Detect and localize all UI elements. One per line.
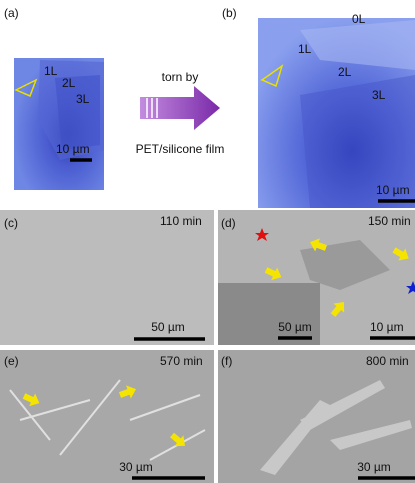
layer-label: 3L (372, 88, 386, 102)
scale-label: 10 µm (56, 142, 90, 156)
time-label: 150 min (368, 214, 411, 228)
scale-label: 30 µm (357, 460, 391, 474)
process-top: torn by (162, 70, 199, 84)
time-label: 110 min (160, 214, 202, 228)
layer-label: 3L (76, 92, 90, 106)
layer-label: 2L (338, 65, 352, 79)
inset (218, 283, 320, 345)
panel-label: (e) (4, 354, 19, 368)
figure: (a) 1L 2L 3L 10 µm torn by PET/silicone … (0, 0, 415, 483)
panel-label: (d) (221, 216, 236, 230)
scale-label: 10 µm (376, 183, 410, 197)
process-bottom: PET/silicone film (136, 142, 225, 156)
layer-label: 1L (44, 64, 58, 78)
scale-label: 50 µm (151, 320, 185, 334)
panel-label: (a) (4, 6, 19, 20)
layer-label: 2L (62, 76, 76, 90)
micrograph-a (14, 58, 104, 190)
scale-label: 50 µm (278, 320, 312, 334)
scale-label: 10 µm (370, 320, 404, 334)
scale-label: 30 µm (119, 460, 153, 474)
panel-label: (f) (221, 354, 232, 368)
time-label: 800 min (366, 354, 409, 368)
panel-label: (b) (222, 6, 237, 20)
micrograph-b (258, 18, 415, 208)
time-label: 570 min (160, 354, 203, 368)
layer-label: 1L (298, 42, 312, 56)
layer-label: 0L (352, 12, 366, 26)
panel-label: (c) (4, 216, 18, 230)
process-arrow (140, 86, 220, 130)
